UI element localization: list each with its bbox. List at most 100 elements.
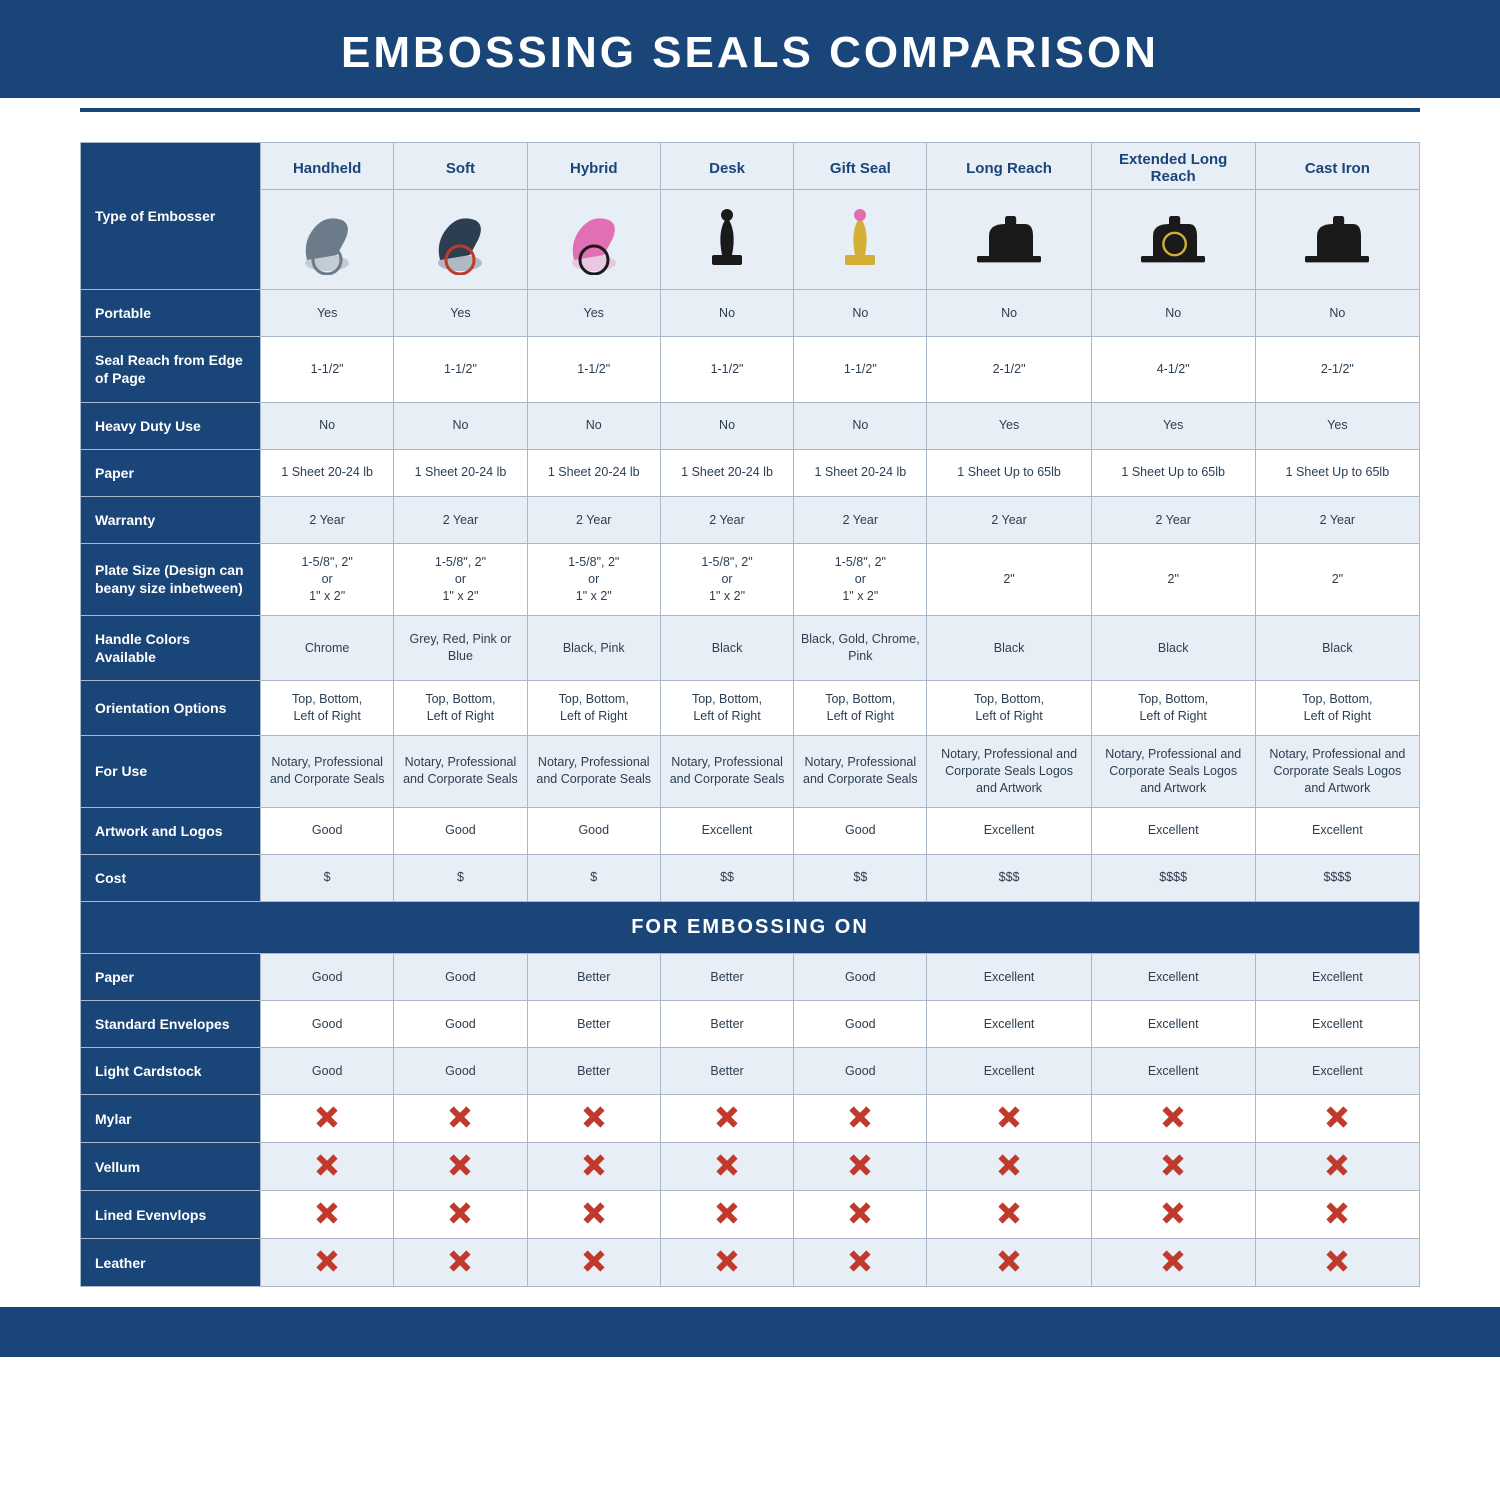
embosser-icon bbox=[394, 190, 527, 290]
cell-x bbox=[1091, 1095, 1255, 1143]
cell: 1-1/2" bbox=[261, 337, 394, 402]
cell: $ bbox=[261, 854, 394, 901]
cell-x bbox=[261, 1239, 394, 1287]
type-of-embosser-label: Type of Embosser bbox=[81, 143, 261, 290]
cell-x bbox=[527, 1095, 660, 1143]
cell: Excellent bbox=[1255, 1001, 1419, 1048]
table-row: PortableYesYesYesNoNoNoNoNo bbox=[81, 290, 1420, 337]
cell: 2" bbox=[927, 544, 1091, 616]
cell-x bbox=[1255, 1095, 1419, 1143]
cell: 1-1/2" bbox=[660, 337, 793, 402]
cell: Excellent bbox=[927, 1001, 1091, 1048]
x-icon bbox=[315, 1153, 339, 1177]
cell: Excellent bbox=[660, 807, 793, 854]
row-label: Artwork and Logos bbox=[81, 807, 261, 854]
cell: 2 Year bbox=[927, 496, 1091, 543]
cell: Notary, Professional and Corporate Seals… bbox=[1091, 735, 1255, 807]
table-row: Light CardstockGoodGoodBetterBetterGoodE… bbox=[81, 1048, 1420, 1095]
cell: Yes bbox=[394, 290, 527, 337]
cell: Chrome bbox=[261, 615, 394, 680]
cell: Top, Bottom,Left of Right bbox=[261, 681, 394, 736]
cell: $$ bbox=[794, 854, 927, 901]
cell: 1-5/8", 2"or1" x 2" bbox=[660, 544, 793, 616]
table-row: For Use Notary, Professional and Corporat… bbox=[81, 735, 1420, 807]
x-icon bbox=[1325, 1249, 1349, 1273]
cell: Top, Bottom,Left of Right bbox=[1255, 681, 1419, 736]
cell-x bbox=[660, 1143, 793, 1191]
x-icon bbox=[582, 1105, 606, 1129]
cell: Excellent bbox=[1255, 1048, 1419, 1095]
row-label: Paper bbox=[81, 449, 261, 496]
column-header: Gift Seal bbox=[794, 143, 927, 190]
x-icon bbox=[1161, 1249, 1185, 1273]
cell: Excellent bbox=[1255, 953, 1419, 1000]
cell: Good bbox=[794, 1001, 927, 1048]
table-row: Leather bbox=[81, 1239, 1420, 1287]
cell: Good bbox=[794, 953, 927, 1000]
cell-x bbox=[794, 1191, 927, 1239]
cell: Yes bbox=[261, 290, 394, 337]
x-icon bbox=[315, 1105, 339, 1129]
cell: Top, Bottom,Left of Right bbox=[1091, 681, 1255, 736]
cell-x bbox=[1091, 1239, 1255, 1287]
x-icon bbox=[715, 1249, 739, 1273]
cell: Yes bbox=[927, 402, 1091, 449]
embosser-icon bbox=[927, 190, 1091, 290]
cell: Good bbox=[394, 953, 527, 1000]
cell: Good bbox=[261, 807, 394, 854]
cell: 1 Sheet 20-24 lb bbox=[794, 449, 927, 496]
x-icon bbox=[848, 1249, 872, 1273]
cell-x bbox=[527, 1239, 660, 1287]
cell: Good bbox=[261, 953, 394, 1000]
page-title: EMBOSSING SEALS COMPARISON bbox=[0, 0, 1500, 98]
cell: Better bbox=[660, 953, 793, 1000]
cell: No bbox=[660, 402, 793, 449]
cell: Black bbox=[660, 615, 793, 680]
cell: Excellent bbox=[1255, 807, 1419, 854]
embosser-icon bbox=[794, 190, 927, 290]
x-icon bbox=[997, 1201, 1021, 1225]
cell: Better bbox=[527, 1001, 660, 1048]
cell: 1-5/8", 2"or1" x 2" bbox=[794, 544, 927, 616]
column-header: Handheld bbox=[261, 143, 394, 190]
cell: Notary, Professional and Corporate Seals… bbox=[1255, 735, 1419, 807]
cell: 2-1/2" bbox=[1255, 337, 1419, 402]
cell: 2 Year bbox=[1091, 496, 1255, 543]
x-icon bbox=[715, 1201, 739, 1225]
cell-x bbox=[527, 1191, 660, 1239]
column-header: Desk bbox=[660, 143, 793, 190]
cell: Yes bbox=[1255, 402, 1419, 449]
x-icon bbox=[997, 1249, 1021, 1273]
cell: No bbox=[794, 402, 927, 449]
x-icon bbox=[1161, 1105, 1185, 1129]
cell: Top, Bottom,Left of Right bbox=[927, 681, 1091, 736]
x-icon bbox=[1161, 1153, 1185, 1177]
cell: Better bbox=[660, 1048, 793, 1095]
x-icon bbox=[315, 1201, 339, 1225]
x-icon bbox=[448, 1249, 472, 1273]
comparison-table: Type of EmbosserHandheldSoftHybridDeskGi… bbox=[80, 142, 1420, 1287]
cell: Good bbox=[261, 1001, 394, 1048]
row-label: For Use bbox=[81, 735, 261, 807]
cell: 2 Year bbox=[660, 496, 793, 543]
row-label: Heavy Duty Use bbox=[81, 402, 261, 449]
column-header: Soft bbox=[394, 143, 527, 190]
x-icon bbox=[997, 1153, 1021, 1177]
cell: 2" bbox=[1091, 544, 1255, 616]
embosser-icon bbox=[527, 190, 660, 290]
x-icon bbox=[715, 1105, 739, 1129]
row-label: Orientation Options bbox=[81, 681, 261, 736]
row-label: Seal Reach from Edge of Page bbox=[81, 337, 261, 402]
cell: Excellent bbox=[1091, 1048, 1255, 1095]
row-label: Plate Size (Design can beany size inbetw… bbox=[81, 544, 261, 616]
cell-x bbox=[1255, 1239, 1419, 1287]
cell: Black, Gold, Chrome, Pink bbox=[794, 615, 927, 680]
cell: Yes bbox=[527, 290, 660, 337]
cell: 2" bbox=[1255, 544, 1419, 616]
cell: No bbox=[527, 402, 660, 449]
cell: 2-1/2" bbox=[927, 337, 1091, 402]
cell: Black, Pink bbox=[527, 615, 660, 680]
cell: Better bbox=[660, 1001, 793, 1048]
row-label: Mylar bbox=[81, 1095, 261, 1143]
row-label: Lined Evenvlops bbox=[81, 1191, 261, 1239]
